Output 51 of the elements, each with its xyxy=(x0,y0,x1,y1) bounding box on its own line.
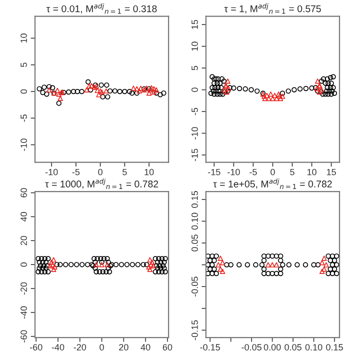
y-tick-label: 0.15 xyxy=(192,191,198,208)
y-tick-label: 10 xyxy=(20,34,27,43)
y-tick-label: 15 xyxy=(192,20,198,29)
chart-title: τ = 1000, M$^{adj}$$_{n=1}$ = 0.782 xyxy=(45,178,158,189)
y-tick-label: -15 xyxy=(192,148,198,162)
y-tick-label: 0 xyxy=(20,89,27,94)
chart-title: τ = 1e+05, M$^{adj}$$_{n=1}$ = 0.782 xyxy=(213,178,332,189)
y-tick-label: 0.05 xyxy=(192,234,198,252)
y-tick-label: -0.05 xyxy=(192,276,198,296)
chart-title: τ = 0.01, M$^{adj}$$_{n=1}$ = 0.318 xyxy=(46,3,157,14)
x-tick-label: 10 xyxy=(307,168,316,176)
x-tick-label: -40 xyxy=(52,344,64,350)
x-tick-label: 5 xyxy=(290,168,294,176)
y-tick-label: 5 xyxy=(20,62,27,67)
x-tick-label: 0.05 xyxy=(284,344,302,350)
y-tick-label: -10 xyxy=(192,127,198,140)
x-tick-label: 15 xyxy=(326,168,336,176)
x-tick-label: 0.15 xyxy=(326,344,343,350)
x-tick-label: 20 xyxy=(119,344,128,350)
x-tick-label: -5 xyxy=(72,168,80,176)
y-tick-label: 0 xyxy=(20,262,27,267)
x-tick-label: -20 xyxy=(74,344,86,350)
y-tick-label: 5 xyxy=(192,66,198,70)
x-tick-label: 0.00 xyxy=(264,344,281,350)
y-tick-label: -40 xyxy=(20,306,27,319)
x-tick-label: -10 xyxy=(45,168,58,176)
x-tick-label: -60 xyxy=(30,344,42,350)
x-tick-label: 0 xyxy=(98,168,102,176)
y-tick-label: 0 xyxy=(192,88,198,92)
x-tick-label: -5 xyxy=(250,168,257,176)
x-tick-label: -15 xyxy=(208,168,220,176)
x-tick-label: 5 xyxy=(122,168,127,176)
y-tick-label: -5 xyxy=(192,108,198,116)
y-tick-label: 60 xyxy=(20,188,27,198)
x-tick-label: 0.10 xyxy=(305,344,322,350)
y-tick-label: 0.10 xyxy=(192,212,198,230)
x-tick-label: 60 xyxy=(162,344,172,350)
x-tick-label: 10 xyxy=(144,168,154,176)
x-tick-label: -0.05 xyxy=(242,344,262,350)
y-tick-label: -20 xyxy=(20,282,27,295)
y-tick-label: 40 xyxy=(20,212,27,222)
x-tick-label: 40 xyxy=(140,344,150,350)
chart-title: τ = 1, M$^{adj}$$_{n=1}$ = 0.575 xyxy=(224,3,321,14)
y-tick-label: -10 xyxy=(20,138,27,151)
y-tick-label: 20 xyxy=(20,236,27,246)
y-tick-label: 10 xyxy=(192,42,198,51)
x-tick-label: 0 xyxy=(100,344,104,350)
x-tick-label: -0.15 xyxy=(200,344,220,350)
x-tick-label: 0 xyxy=(270,168,275,176)
y-tick-label: -5 xyxy=(20,114,27,122)
x-tick-label: -10 xyxy=(228,168,240,176)
